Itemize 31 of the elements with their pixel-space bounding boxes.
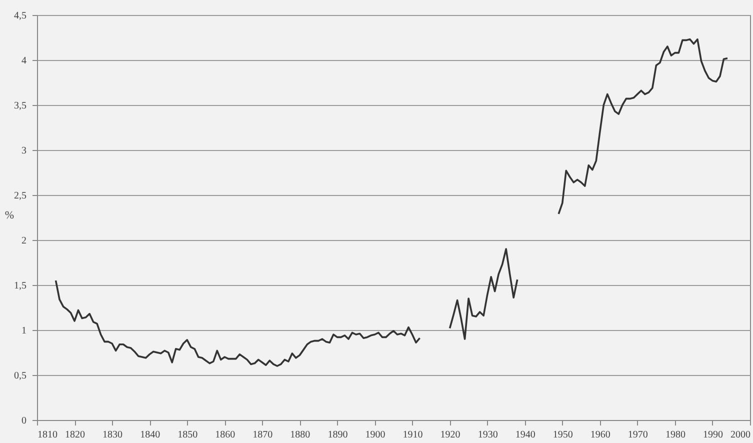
y-tick-label: 3: [22, 146, 26, 156]
x-tick-label: 1830: [102, 430, 123, 440]
y-tick-label: 3,5: [14, 100, 26, 112]
x-tick-label: 1960: [590, 430, 610, 440]
x-tick-label: 1980: [665, 430, 686, 440]
x-tick-label: 1930: [478, 430, 498, 440]
x-tick-label: 1910: [402, 430, 423, 440]
x-tick-label: 1920: [440, 430, 460, 440]
y-tick-label: 1,5: [14, 280, 26, 292]
x-tick-label: 1900: [365, 430, 386, 440]
y-tick-label: 0,5: [14, 370, 26, 382]
x-tick-label: 1820: [65, 430, 86, 440]
x-tick-label: 1950: [552, 430, 573, 440]
x-tick-label: 1990: [702, 430, 723, 440]
y-tick-label: 0: [22, 416, 26, 426]
y-tick-label: 2,5: [14, 190, 26, 202]
x-tick-label: 1890: [328, 430, 348, 440]
y-axis-title: %: [4, 210, 14, 222]
x-tick-label: 1810: [38, 430, 58, 440]
x-tick-label: 1850: [178, 430, 198, 440]
y-tick-label: 2: [22, 236, 26, 246]
y-tick-label: 4: [22, 56, 26, 66]
x-tick-label: 2000: [730, 430, 750, 440]
x-tick-label: 1860: [215, 430, 236, 440]
x-tick-label: 1880: [290, 430, 310, 440]
x-tick-label: 1870: [252, 430, 273, 440]
y-tick-label: 1: [22, 326, 26, 336]
x-tick-label: 1840: [140, 430, 160, 440]
y-tick-label: 4,5: [14, 10, 26, 22]
x-tick-label: 1970: [628, 430, 648, 440]
x-tick-label: 1940: [515, 430, 536, 440]
